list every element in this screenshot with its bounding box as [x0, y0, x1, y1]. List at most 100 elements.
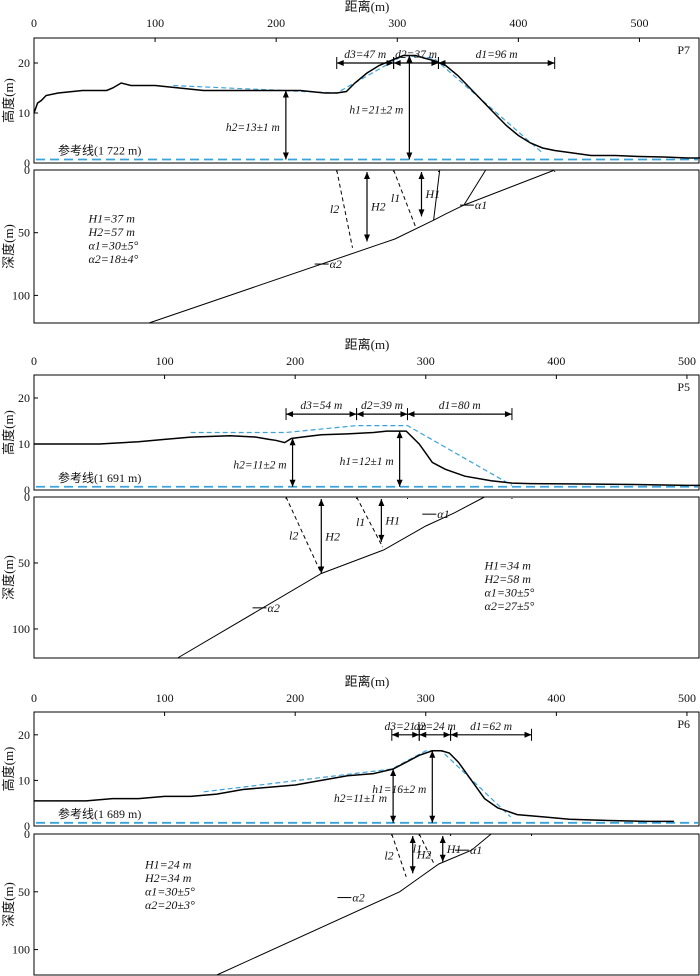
- h1-label: h1=12±1 m: [340, 456, 394, 468]
- h2-label: h2=11±2 m: [233, 460, 286, 472]
- d1-arrow-left: [438, 60, 446, 66]
- x-axis-title: 距离(m): [345, 0, 390, 14]
- topographic-profile: [34, 750, 674, 823]
- height-tick-label: 0: [24, 156, 30, 170]
- parameter-line: H1=37 m: [87, 212, 135, 226]
- fault-splay: [463, 169, 487, 206]
- h2-arrow-down: [289, 479, 296, 487]
- depth-tick-label: 0: [24, 490, 30, 504]
- h2-arrow-up: [409, 836, 416, 843]
- d3-arrow-right: [386, 60, 394, 66]
- d2-label: d2=24 m: [414, 721, 456, 733]
- parameter-line: H1=34 m: [484, 559, 532, 573]
- h1-arrow-up: [378, 499, 385, 506]
- l2-dashed-line: [336, 169, 353, 248]
- parameter-line: H2=34 m: [144, 871, 192, 885]
- depth-axis-title: 深度(m): [1, 555, 16, 600]
- d3-arrow-right: [349, 411, 357, 418]
- main-fault-trace: [148, 169, 555, 324]
- l1-dashed-line: [418, 833, 435, 864]
- x-tick-label: 0: [31, 16, 37, 30]
- depth-tick-label: 0: [24, 827, 30, 841]
- h1-label: h1=21±2 m: [349, 105, 403, 117]
- fitted-scarp-line: [190, 425, 513, 486]
- d1-label: d1=80 m: [439, 400, 481, 412]
- parameter-line: α1=30±5°: [485, 586, 535, 600]
- reference-line-label: 参考线(1 691 m): [58, 470, 141, 485]
- depth-tick-label: 50: [18, 885, 30, 899]
- d1-label: d1=96 m: [476, 49, 518, 61]
- h2-label: H2: [324, 529, 340, 543]
- depth-tick-label: 50: [18, 556, 30, 570]
- d2-arrow-right: [443, 731, 451, 738]
- depth-tick-label: 0: [24, 163, 30, 177]
- panel-id-label: P7: [677, 43, 690, 57]
- fault-splay: [433, 169, 441, 221]
- x-tick-label: 200: [286, 354, 304, 368]
- l1-dashed-line: [356, 496, 384, 548]
- depth-plot-frame: [33, 496, 700, 659]
- parameter-line: α1=30±5°: [88, 239, 138, 253]
- height-tick-label: 0: [24, 819, 30, 833]
- x-tick-label: 300: [417, 691, 435, 705]
- parameter-line: H1=24 m: [144, 858, 192, 872]
- h2-arrow-down: [390, 815, 397, 823]
- depth-plot-frame: [33, 833, 700, 976]
- x-tick-label: 0: [31, 354, 37, 368]
- h1-arrow-up: [406, 55, 413, 63]
- l2-label: l2: [384, 848, 393, 862]
- panel-id-label: P5: [677, 380, 690, 394]
- depth-tick-label: 100: [12, 943, 30, 957]
- h1-arrow-down: [439, 854, 446, 862]
- d1-arrow-right: [524, 731, 532, 738]
- x-tick-label: 200: [286, 691, 304, 705]
- l1-label: l1: [391, 191, 400, 205]
- h1-arrow-down: [396, 479, 403, 487]
- l2-dashed-line: [391, 833, 407, 877]
- d2-arrow-left: [393, 60, 401, 66]
- height-axis-title: 高度(m): [1, 747, 16, 792]
- h2-arrow-up: [289, 438, 296, 446]
- l1-label: l1: [413, 841, 422, 855]
- parameter-line: α2=20±3°: [145, 898, 195, 912]
- h2-arrow-down: [409, 866, 416, 874]
- h1-label: H1: [384, 513, 400, 527]
- l1-label: l1: [356, 515, 365, 529]
- depth-axis-title: 深度(m): [1, 882, 16, 927]
- d3-label: d3=47 m: [344, 49, 386, 61]
- a1-angle-label: α1: [437, 507, 449, 521]
- parameter-line: α2=18±4°: [88, 252, 138, 266]
- h2-arrow-up: [318, 499, 325, 506]
- d2-arrow-right: [400, 411, 408, 418]
- x-tick-label: 0: [31, 691, 37, 705]
- h1-arrow-up: [429, 750, 436, 758]
- x-tick-label: 500: [678, 354, 696, 368]
- d3-arrow-left: [391, 731, 399, 738]
- h2-label: H2: [416, 848, 432, 862]
- h2-arrow-up: [390, 769, 397, 776]
- main-fault-trace: [216, 833, 492, 976]
- l2-dashed-line: [285, 496, 322, 574]
- h2-arrow-down: [364, 234, 370, 242]
- a2-angle-label: α2: [352, 891, 364, 905]
- d1-label: d1=62 m: [470, 721, 512, 733]
- d1-arrow-left: [407, 411, 415, 418]
- parameter-line: H2=58 m: [484, 572, 532, 586]
- height-axis-title: 高度(m): [1, 410, 16, 455]
- reference-line-label: 参考线(1 689 m): [58, 806, 141, 821]
- h2-arrow-down: [282, 152, 289, 160]
- height-plot-frame: [33, 711, 700, 827]
- h2-label: h2=13±1 m: [226, 122, 280, 134]
- height-tick-label: 10: [18, 106, 30, 120]
- h1-arrow-down: [406, 152, 413, 160]
- h1-label: H1: [446, 842, 462, 856]
- panel-id-label: P6: [677, 717, 690, 731]
- a1-angle-label: α1: [470, 843, 482, 857]
- d2-arrow-right: [431, 60, 439, 66]
- l1-dashed-line: [393, 169, 416, 227]
- h2-arrow-up: [364, 172, 370, 179]
- l2-label: l2: [289, 528, 298, 542]
- x-tick-label: 100: [146, 16, 164, 30]
- h1-arrow-up: [396, 431, 403, 439]
